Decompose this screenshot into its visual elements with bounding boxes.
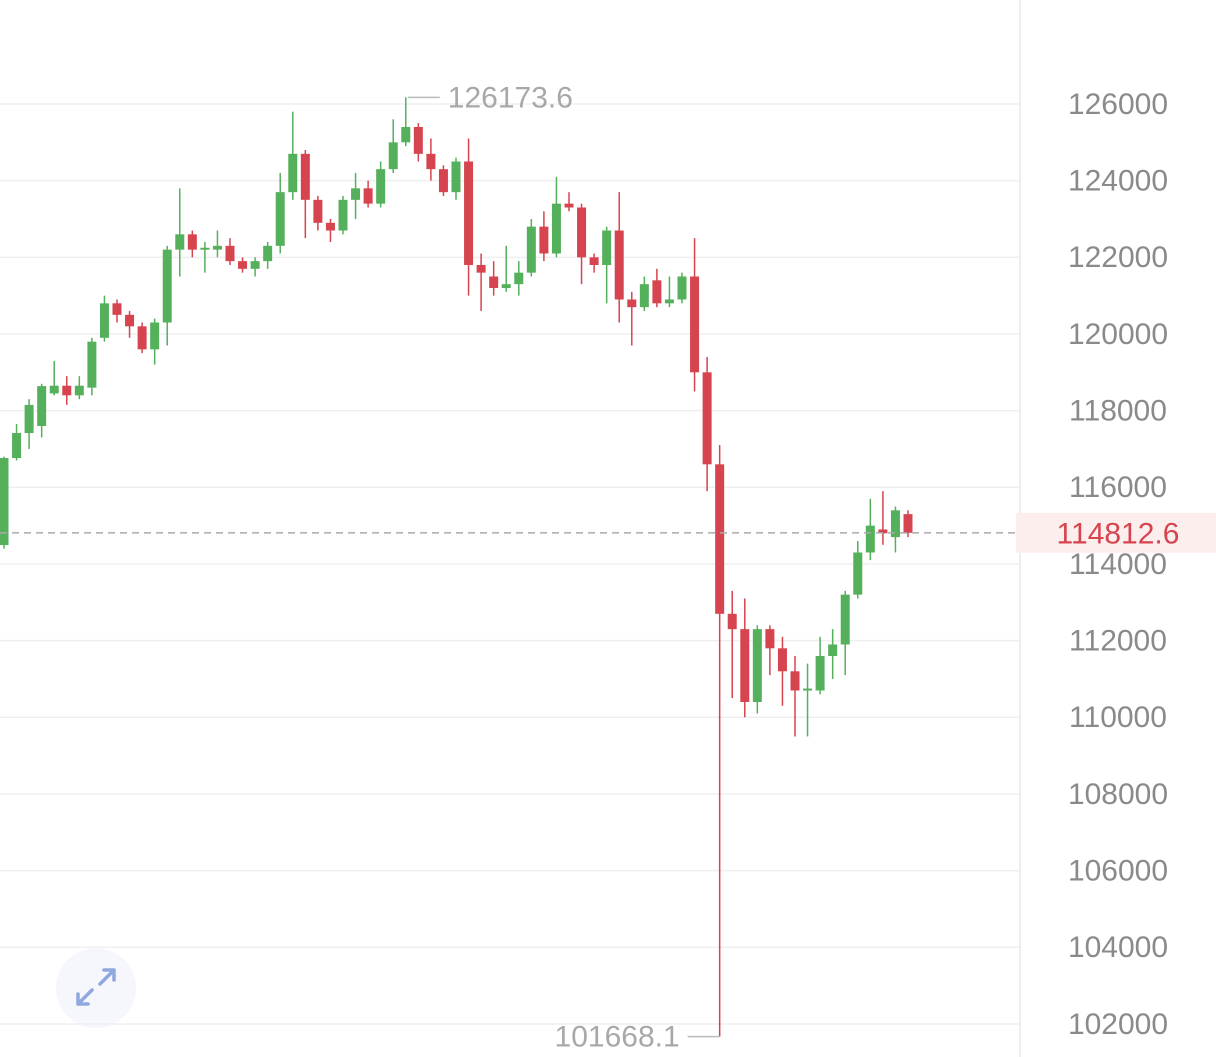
- candle-body: [627, 299, 637, 308]
- candle-body: [175, 234, 185, 250]
- expand-icon: [76, 968, 116, 1006]
- candle-body: [150, 322, 160, 350]
- candle-body: [12, 433, 22, 459]
- candle-body: [803, 688, 813, 691]
- candle-body: [702, 372, 712, 465]
- candle-body: [212, 245, 222, 250]
- candle-body: [0, 458, 9, 546]
- candle-body: [275, 192, 285, 246]
- candle-body: [162, 249, 172, 323]
- candle-body: [614, 230, 624, 300]
- candle-body: [62, 385, 72, 396]
- y-tick-label: 118000: [1069, 395, 1167, 428]
- candle-body: [87, 341, 97, 388]
- candle-body: [426, 153, 436, 170]
- candle-body: [49, 385, 59, 394]
- candle-body: [112, 303, 122, 315]
- y-tick-label: 122000: [1068, 241, 1168, 274]
- candle-body: [752, 629, 762, 702]
- candle-body: [677, 276, 687, 300]
- candle-body: [250, 261, 260, 269]
- candle-body: [300, 153, 310, 200]
- candle-body: [313, 199, 323, 223]
- y-tick-label: 124000: [1068, 165, 1168, 198]
- candle-body: [137, 326, 147, 350]
- candle-body: [865, 525, 875, 553]
- y-tick-label: 106000: [1068, 855, 1168, 888]
- candle-body: [74, 385, 84, 396]
- candle-body: [376, 169, 386, 204]
- low-marker-label: 101668.1: [555, 1021, 680, 1054]
- candle-body: [526, 226, 536, 273]
- candle-body: [815, 655, 825, 691]
- candle-body: [225, 245, 235, 262]
- y-tick-label: 112000: [1069, 625, 1167, 658]
- candle-body: [539, 226, 549, 254]
- candle-body: [363, 188, 373, 204]
- candle-body: [438, 169, 448, 193]
- candle-body: [790, 671, 800, 691]
- candle-body: [639, 284, 649, 308]
- candle-body: [828, 644, 838, 656]
- candle-body: [853, 552, 863, 595]
- candle-body: [740, 629, 750, 702]
- candle-body: [288, 153, 298, 193]
- candle-body: [338, 199, 348, 231]
- candle-body: [664, 299, 674, 304]
- candle-body: [727, 613, 737, 630]
- candle-body: [501, 284, 511, 288]
- candle-body: [765, 629, 775, 649]
- candle-body: [413, 126, 423, 154]
- candle-body: [325, 222, 335, 231]
- expand-button-bg: [56, 948, 136, 1028]
- candle-body: [551, 203, 561, 254]
- candle-body: [401, 126, 411, 143]
- candle-body: [187, 234, 197, 250]
- candle-body: [890, 510, 900, 538]
- candle-body: [489, 276, 499, 288]
- candle-body: [564, 203, 574, 208]
- y-tick-label: 126000: [1068, 88, 1168, 121]
- candle-body: [903, 514, 913, 533]
- candle-body: [652, 280, 662, 304]
- candle-body: [464, 161, 474, 265]
- candle-body: [577, 207, 587, 258]
- candle-body: [602, 230, 612, 265]
- candle-body: [715, 464, 725, 614]
- candle-body: [200, 247, 210, 250]
- candle-body: [37, 386, 47, 426]
- candle-body: [388, 142, 398, 170]
- candle-body: [263, 245, 273, 262]
- candle-body: [878, 529, 888, 534]
- expand-button[interactable]: [56, 948, 136, 1028]
- candle-body: [99, 303, 109, 338]
- candle-body: [24, 404, 34, 434]
- last-price-bg: [1016, 512, 1216, 553]
- candle-body: [514, 272, 524, 285]
- candle-body: [840, 594, 850, 645]
- candle-body: [690, 276, 700, 373]
- y-tick-label: 108000: [1068, 778, 1168, 811]
- candle-body: [476, 264, 486, 273]
- last-price-label: 114812.6: [1057, 518, 1180, 551]
- y-tick-label: 114000: [1069, 548, 1167, 581]
- candle-body: [777, 648, 787, 672]
- candle-body: [238, 261, 248, 269]
- y-tick-label: 104000: [1068, 931, 1168, 964]
- high-marker-label: 126173.6: [448, 81, 573, 114]
- y-tick-label: 102000: [1068, 1008, 1168, 1041]
- y-tick-label: 116000: [1069, 471, 1167, 504]
- candle-body: [451, 161, 461, 193]
- y-tick-label: 110000: [1069, 701, 1167, 734]
- candle-body: [589, 257, 599, 265]
- candle-body: [125, 314, 135, 327]
- plot: 102000 104000 106000 108000 110000 112000 1140…: [0, 81, 1216, 1054]
- y-tick-label: 120000: [1068, 318, 1168, 351]
- candle-body: [351, 188, 361, 200]
